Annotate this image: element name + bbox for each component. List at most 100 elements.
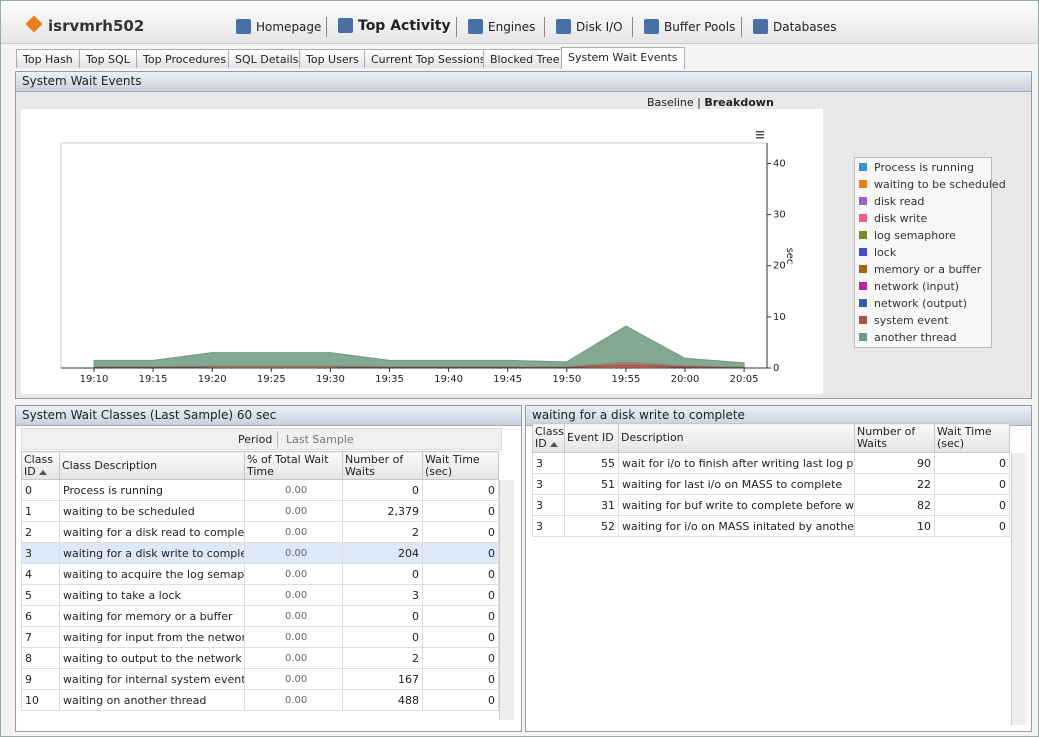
legend-item[interactable]: network (output) bbox=[855, 295, 991, 312]
tab[interactable]: Blocked Tree bbox=[483, 49, 567, 68]
baseline-link[interactable]: Baseline bbox=[647, 96, 694, 109]
table-cell: 0 bbox=[934, 452, 1010, 474]
table-cell: 0.00 bbox=[244, 479, 343, 501]
tab[interactable]: SQL Details bbox=[228, 49, 306, 68]
breakdown-link[interactable]: Breakdown bbox=[704, 96, 774, 109]
table-row[interactable]: 7 waiting for input from the network 0.00 0… bbox=[21, 626, 499, 648]
table-cell: 3 bbox=[342, 584, 423, 606]
tab[interactable]: Top SQL bbox=[79, 49, 137, 68]
table-cell: 3 bbox=[532, 515, 565, 537]
column-header[interactable]: Class Description bbox=[59, 451, 245, 480]
table-cell: waiting for i/o on MASS initated by anot… bbox=[618, 515, 855, 537]
nav-item[interactable]: Top Activity bbox=[338, 18, 451, 34]
nav-item[interactable]: Disk I/O bbox=[556, 19, 623, 34]
table-cell: 0 bbox=[422, 563, 499, 585]
x-tick-label: 19:40 bbox=[434, 374, 463, 385]
column-header[interactable]: Description bbox=[618, 423, 855, 453]
chart-menu-icon bbox=[756, 131, 764, 133]
table-cell: 0 bbox=[934, 494, 1010, 516]
tab[interactable]: Top Procedures bbox=[136, 49, 234, 68]
legend-item[interactable]: disk write bbox=[855, 210, 991, 227]
table-cell: 0 bbox=[934, 473, 1010, 495]
table-row[interactable]: 2 waiting for a disk read to complete 0.00… bbox=[21, 521, 499, 543]
table-row[interactable]: 0 Process is running 0.00 0 0 bbox=[21, 479, 499, 501]
table-cell: waiting for internal system event bbox=[59, 668, 245, 690]
legend-label: disk read bbox=[874, 195, 925, 208]
tab[interactable]: Top Hash bbox=[16, 49, 80, 68]
column-header[interactable]: Class ID bbox=[532, 423, 565, 453]
nav-icon bbox=[236, 19, 251, 34]
table-cell: 488 bbox=[342, 689, 423, 711]
nav-label[interactable]: Buffer Pools bbox=[664, 20, 736, 34]
tab[interactable]: Top Users bbox=[299, 49, 366, 68]
table-row[interactable]: 5 waiting to take a lock 0.00 3 0 bbox=[21, 584, 499, 606]
legend-swatch bbox=[859, 197, 867, 205]
table-row[interactable]: 3 31 waiting for buf write to complete bef… bbox=[532, 494, 1010, 516]
nav-item[interactable]: Homepage bbox=[236, 19, 321, 34]
column-header[interactable]: Wait Time (sec) bbox=[934, 423, 1010, 453]
table-row[interactable]: 8 waiting to output to the network 0.00 2 0 bbox=[21, 647, 499, 669]
legend-swatch bbox=[859, 316, 867, 324]
table-row[interactable]: 3 waiting for a disk write to complete 0.0… bbox=[21, 542, 499, 564]
table-cell: 1 bbox=[21, 500, 60, 522]
table-cell: 2,379 bbox=[342, 500, 423, 522]
table-row[interactable]: 3 55 wait for i/o to finish after writing … bbox=[532, 452, 1010, 474]
nav-separator bbox=[632, 17, 633, 37]
nav-icon bbox=[468, 19, 483, 34]
legend-item[interactable]: system event bbox=[855, 312, 991, 329]
legend-item[interactable]: disk read bbox=[855, 193, 991, 210]
table-cell: 167 bbox=[342, 668, 423, 690]
nav-item[interactable]: Databases bbox=[753, 19, 837, 34]
table-cell: waiting for memory or a buffer bbox=[59, 605, 245, 627]
column-header[interactable]: Wait Time (sec) bbox=[422, 451, 499, 480]
legend-item[interactable]: network (input) bbox=[855, 278, 991, 295]
table-cell: waiting to acquire the log semaphore bbox=[59, 563, 245, 585]
table-cell: 0 bbox=[422, 626, 499, 648]
data-table: Class ID Event ID Description Number of Wai… bbox=[532, 423, 1010, 537]
column-header[interactable]: Event ID bbox=[564, 423, 619, 453]
table-row[interactable]: 3 52 waiting for i/o on MASS initated by a… bbox=[532, 515, 1010, 537]
table-cell: waiting on another thread bbox=[59, 689, 245, 711]
table-cell: 0 bbox=[21, 479, 60, 501]
period-value[interactable]: Last Sample bbox=[286, 433, 354, 446]
table-cell: 3 bbox=[21, 542, 60, 564]
nav-item[interactable]: Buffer Pools bbox=[644, 19, 735, 34]
scrollbar[interactable] bbox=[1011, 453, 1026, 725]
column-header[interactable]: Number of Waits bbox=[854, 423, 935, 453]
nav-label[interactable]: Databases bbox=[773, 20, 837, 34]
column-header[interactable]: Class ID bbox=[21, 451, 60, 480]
table-cell: 5 bbox=[21, 584, 60, 606]
nav-separator bbox=[456, 17, 457, 37]
y-tick-label: 40 bbox=[773, 158, 786, 169]
legend-item[interactable]: waiting to be scheduled bbox=[855, 176, 1006, 193]
nav-label[interactable]: Homepage bbox=[256, 20, 322, 34]
nav-item[interactable]: Engines bbox=[468, 19, 535, 34]
server-icon bbox=[25, 15, 43, 33]
nav-label[interactable]: Top Activity bbox=[358, 18, 451, 34]
table-row[interactable]: 1 waiting to be scheduled 0.00 2,379 0 bbox=[21, 500, 499, 522]
table-cell: 3 bbox=[532, 473, 565, 495]
legend-item[interactable]: lock bbox=[855, 244, 991, 261]
wait-events-chart: 0 10 20 30 40 19:10 19:15 19:20 19:25 19:30 19:35 1… bbox=[21, 109, 823, 394]
legend-item[interactable]: another thread bbox=[855, 329, 991, 346]
column-header[interactable]: Number of Waits bbox=[342, 451, 423, 480]
table-cell: 31 bbox=[564, 494, 619, 516]
legend-item[interactable]: Process is running bbox=[855, 159, 991, 176]
column-header[interactable]: % of Total Wait Time bbox=[244, 451, 343, 480]
legend-item[interactable]: memory or a buffer bbox=[855, 261, 991, 278]
table-row[interactable]: 6 waiting for memory or a buffer 0.00 0 0 bbox=[21, 605, 499, 627]
legend-item[interactable]: log semaphore bbox=[855, 227, 991, 244]
table-cell: 0 bbox=[422, 542, 499, 564]
tab[interactable]: System Wait Events bbox=[561, 47, 685, 69]
table-row[interactable]: 10 waiting on another thread 0.00 488 0 bbox=[21, 689, 499, 711]
scrollbar[interactable] bbox=[499, 480, 514, 720]
nav-label[interactable]: Disk I/O bbox=[576, 20, 623, 34]
tab[interactable]: Current Top Sessions bbox=[364, 49, 493, 68]
nav-label[interactable]: Engines bbox=[488, 20, 536, 34]
table-row[interactable]: 3 51 waiting for last i/o on MASS to compl… bbox=[532, 473, 1010, 495]
legend-swatch bbox=[859, 282, 867, 290]
column-header-label: Number of Waits bbox=[345, 452, 404, 478]
table-row[interactable]: 9 waiting for internal system event 0.00 16… bbox=[21, 668, 499, 690]
